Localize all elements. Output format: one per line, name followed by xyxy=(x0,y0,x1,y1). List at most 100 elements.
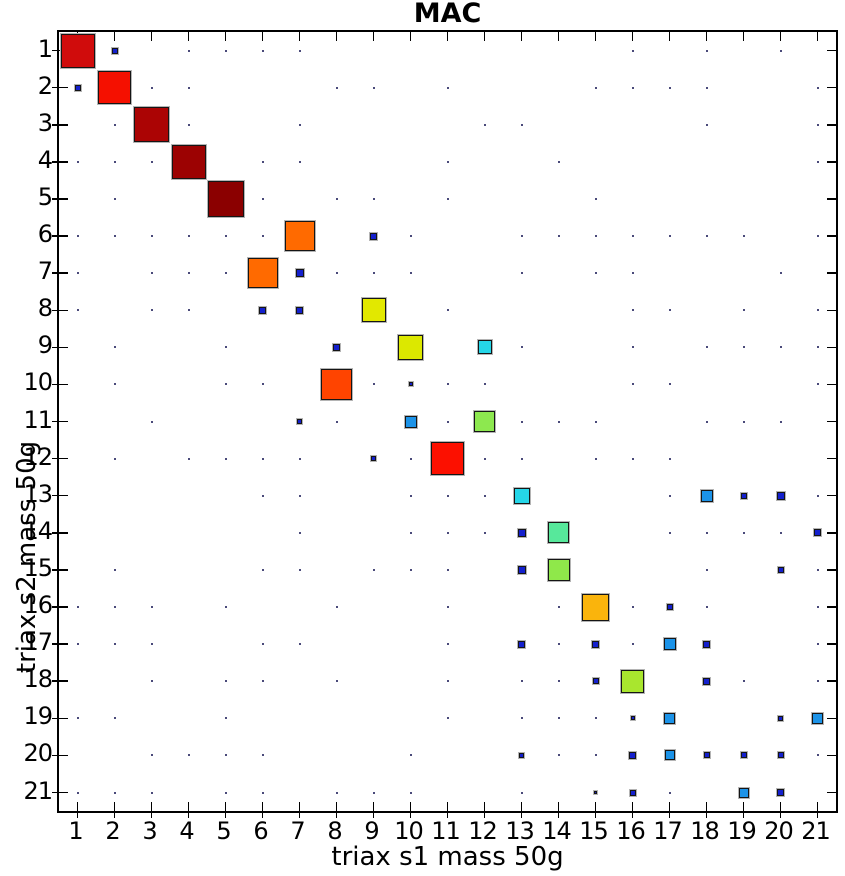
y-tick-mark xyxy=(827,309,836,311)
y-tick-label: 7 xyxy=(37,257,53,286)
near-zero-dot xyxy=(520,457,523,460)
x-tick-mark xyxy=(446,802,449,811)
near-zero-dot xyxy=(779,272,782,275)
near-zero-dot xyxy=(668,86,671,89)
y-tick-mark xyxy=(52,606,57,608)
near-zero-dot xyxy=(742,346,745,349)
y-tick-labels: 1 2 3 4 5 6 7 8 9 10 11 12 13 14 15 16 17 18 19 20 21 xyxy=(0,30,53,813)
near-zero-dot xyxy=(76,606,79,608)
near-zero-dot xyxy=(446,643,449,646)
mac-square xyxy=(517,528,526,537)
mac-square xyxy=(582,593,609,621)
mac-square xyxy=(431,442,464,476)
near-zero-dot xyxy=(261,643,264,646)
near-zero-dot xyxy=(520,346,523,349)
y-tick-label: 1 xyxy=(37,34,53,63)
near-zero-dot xyxy=(261,568,264,571)
y-tick-mark xyxy=(827,643,836,645)
near-zero-dot xyxy=(705,568,708,571)
x-tick-mark xyxy=(594,813,597,818)
near-zero-dot xyxy=(224,680,227,683)
x-tick-label: 14 xyxy=(542,817,572,845)
mac-square xyxy=(778,715,783,721)
near-zero-dot xyxy=(446,86,449,89)
near-zero-dot xyxy=(113,643,116,646)
x-tick-label: 2 xyxy=(105,817,120,845)
x-tick-mark xyxy=(335,32,338,41)
mac-square xyxy=(296,306,303,314)
near-zero-dot xyxy=(631,235,634,237)
y-tick-mark xyxy=(59,235,68,237)
mac-square xyxy=(518,640,525,648)
near-zero-dot xyxy=(705,531,708,534)
x-tick-mark xyxy=(483,802,486,811)
x-tick-mark xyxy=(409,813,412,818)
x-tick-label: 20 xyxy=(764,817,794,845)
mac-square xyxy=(207,180,244,217)
x-tick-label: 11 xyxy=(431,817,461,845)
x-tick-mark xyxy=(705,802,708,811)
near-zero-dot xyxy=(520,235,523,237)
mac-square xyxy=(777,752,784,759)
near-zero-dot xyxy=(409,531,412,534)
x-tick-mark xyxy=(557,32,560,41)
near-zero-dot xyxy=(76,235,79,237)
y-tick-mark xyxy=(52,235,57,237)
near-zero-dot xyxy=(150,643,153,646)
mac-square xyxy=(664,712,675,724)
x-tick-label: 15 xyxy=(579,817,609,845)
near-zero-dot xyxy=(187,49,190,52)
near-zero-dot xyxy=(76,309,79,312)
x-tick-mark xyxy=(150,32,153,41)
near-zero-dot xyxy=(705,235,708,237)
near-zero-dot xyxy=(631,643,634,646)
x-tick-mark xyxy=(150,813,153,818)
y-tick-mark xyxy=(827,791,836,794)
near-zero-dot xyxy=(594,235,597,237)
near-zero-dot xyxy=(594,457,597,460)
y-tick-mark xyxy=(59,494,68,497)
mac-square xyxy=(474,411,495,432)
x-tick-mark xyxy=(409,32,412,41)
near-zero-dot xyxy=(742,531,745,534)
mac-square xyxy=(629,751,636,759)
near-zero-dot xyxy=(261,49,264,52)
near-zero-dot xyxy=(520,420,523,423)
near-zero-dot xyxy=(557,160,560,163)
x-tick-mark xyxy=(261,813,264,818)
x-tick-mark xyxy=(631,813,634,818)
x-tick-mark xyxy=(113,32,116,41)
x-tick-mark xyxy=(631,802,634,811)
y-tick-label: 4 xyxy=(37,145,53,174)
mac-square xyxy=(776,491,785,500)
near-zero-dot xyxy=(298,457,301,460)
near-zero-dot xyxy=(446,197,449,200)
y-tick-mark xyxy=(59,717,68,719)
x-tick-mark xyxy=(372,813,375,818)
y-tick-mark xyxy=(59,680,68,682)
near-zero-dot xyxy=(816,754,819,757)
near-zero-dot xyxy=(409,791,412,794)
near-zero-dot xyxy=(446,568,449,571)
near-zero-dot xyxy=(520,680,523,683)
near-zero-dot xyxy=(113,235,116,237)
near-zero-dot xyxy=(224,346,227,349)
near-zero-dot xyxy=(668,791,671,794)
y-tick-label: 21 xyxy=(23,776,53,805)
near-zero-dot xyxy=(150,160,153,163)
x-tick-mark xyxy=(668,32,671,41)
y-tick-mark xyxy=(52,532,57,534)
near-zero-dot xyxy=(261,160,264,163)
y-tick-mark xyxy=(59,754,68,757)
y-tick-mark xyxy=(827,161,836,163)
x-tick-label: 6 xyxy=(253,817,268,845)
near-zero-dot xyxy=(298,160,301,163)
y-tick-label: 15 xyxy=(23,553,53,582)
near-zero-dot xyxy=(816,123,819,126)
near-zero-dot xyxy=(335,86,338,89)
near-zero-dot xyxy=(187,754,190,757)
x-tick-label: 10 xyxy=(394,817,424,845)
x-tick-mark xyxy=(409,802,412,811)
mac-square xyxy=(295,269,304,278)
near-zero-dot xyxy=(113,123,116,126)
